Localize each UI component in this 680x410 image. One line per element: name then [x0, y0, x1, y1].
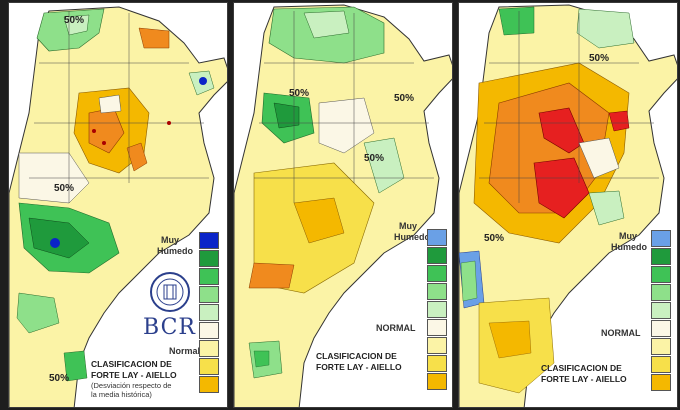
pct-label: 50% [54, 183, 75, 194]
legend-swatch [199, 268, 219, 285]
legend-top-label: Muy [399, 221, 417, 231]
map-panel-3: 50% 50% Muy Humedo NORMAL CLASIFICACION … [458, 2, 678, 408]
legend-swatch [651, 230, 671, 247]
legend-swatch [427, 301, 447, 318]
argentina-map-1 [9, 6, 227, 407]
title-line-1: CLASIFICACION DE [91, 359, 172, 369]
legend-normal-label: NORMAL [376, 323, 416, 333]
argentina-outline [9, 6, 227, 407]
color-legend [199, 231, 219, 393]
title-line-1: CLASIFICACION DE [316, 351, 397, 361]
map-title-3: CLASIFICACION DE FORTE LAY - AIELLO [541, 363, 627, 385]
pct-label: 50% [394, 93, 415, 104]
title-line-2: FORTE LAY - AIELLO [541, 374, 627, 384]
title-line-2: FORTE LAY - AIELLO [316, 362, 402, 372]
legend-normal-label: Normal [169, 346, 201, 356]
legend-swatch [199, 304, 219, 321]
pct-label: 50% [49, 373, 70, 384]
legend-swatch [427, 319, 447, 336]
legend-swatch [651, 302, 671, 319]
title-line-1: CLASIFICACION DE [541, 363, 622, 373]
map-panel-1: 50% 50% 50% Muy Humedo Normal BCR CLASIF… [8, 2, 228, 408]
bcr-seal-icon [150, 272, 190, 312]
map-panel-2: 50% 50% 50% Muy Humedo NORMAL CLASIFICAC… [233, 2, 453, 408]
title-line-2: FORTE LAY - AIELLO [91, 370, 177, 380]
legend-normal-label: NORMAL [601, 328, 641, 338]
legend-top-label-2: Humedo [394, 232, 430, 242]
legend-swatch [427, 247, 447, 264]
legend-swatch [199, 322, 219, 339]
argentina-map-2 [234, 4, 452, 407]
pct-label: 50% [484, 233, 505, 244]
legend-swatch [427, 337, 447, 354]
legend-swatch [199, 250, 219, 267]
legend-swatch [427, 283, 447, 300]
legend-swatch [651, 248, 671, 265]
pct-label: 50% [289, 88, 310, 99]
legend-swatch [199, 340, 219, 357]
map-title-1: CLASIFICACION DE FORTE LAY - AIELLO (Des… [91, 359, 177, 399]
subtitle-line-2: la media histórica) [91, 390, 152, 399]
legend-swatch [651, 320, 671, 337]
pct-label: 50% [364, 153, 385, 164]
legend-swatch [427, 373, 447, 390]
legend-swatch [651, 284, 671, 301]
bcr-logo-text: BCR [143, 315, 196, 340]
map-title-2: CLASIFICACION DE FORTE LAY - AIELLO [316, 351, 402, 373]
argentina-map-3 [459, 4, 677, 407]
subtitle-line-1: (Desviación respecto de [91, 381, 172, 390]
legend-swatch [199, 376, 219, 393]
pct-label: 50% [589, 53, 610, 64]
legend-swatch [651, 374, 671, 391]
color-legend [427, 228, 447, 390]
legend-top-label: Muy [619, 231, 637, 241]
legend-top-label: Muy [161, 235, 179, 245]
legend-swatch [427, 265, 447, 282]
legend-swatch [427, 355, 447, 372]
legend-swatch [199, 232, 219, 249]
legend-swatch [651, 338, 671, 355]
color-legend [651, 229, 671, 391]
legend-top-label-2: Humedo [157, 246, 193, 256]
legend-swatch [199, 358, 219, 375]
legend-swatch [651, 356, 671, 373]
legend-swatch [199, 286, 219, 303]
legend-top-label-2: Humedo [611, 242, 647, 252]
legend-swatch [427, 229, 447, 246]
pct-label: 50% [64, 15, 85, 26]
legend-swatch [651, 266, 671, 283]
